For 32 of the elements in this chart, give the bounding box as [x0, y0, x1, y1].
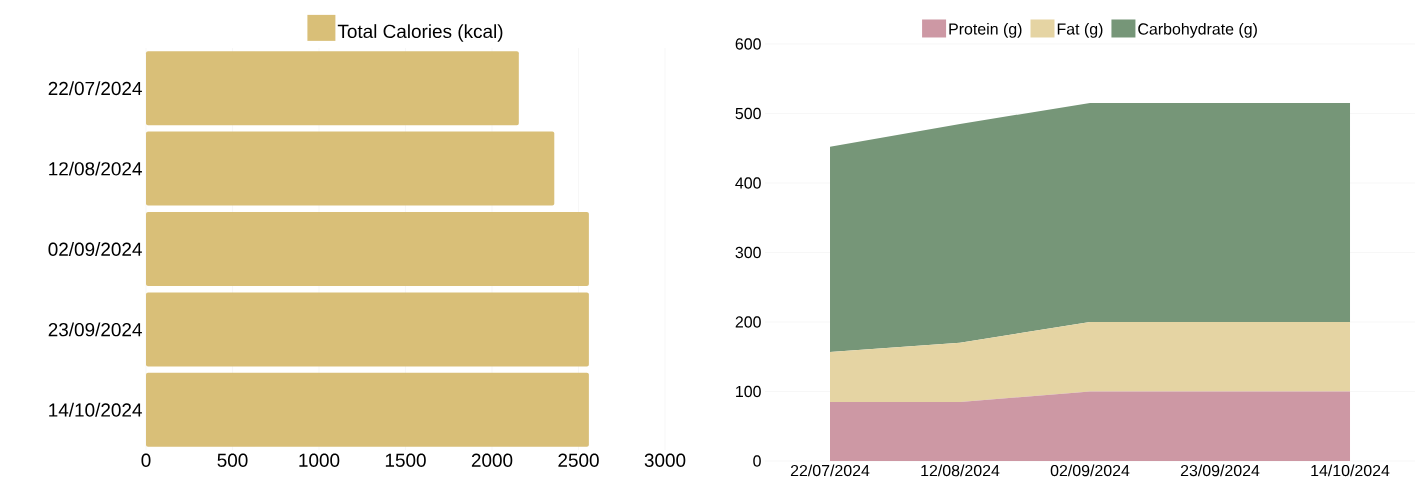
y-tick-label: 300 [735, 246, 761, 259]
y-tick-label: 02/09/2024 [48, 242, 142, 256]
y-tick-label: 200 [735, 316, 761, 328]
x-tick-label: 3000 [644, 453, 686, 467]
x-tick-label: 22/07/2024 [790, 464, 870, 477]
x-tick-label: 12/08/2024 [921, 464, 1000, 477]
y-tick-label: 500 [735, 107, 761, 120]
bar [146, 212, 589, 286]
y-tick-label: 22/07/2024 [48, 81, 142, 96]
y-tick-label: 600 [735, 38, 761, 50]
legend-label: Fat (g) [1057, 22, 1103, 38]
x-tick-label: 0 [141, 453, 151, 467]
y-tick-label: 12/08/2024 [49, 161, 142, 176]
x-tick-label: 23/09/2024 [1180, 464, 1260, 477]
y-tick-label: 400 [735, 177, 761, 189]
x-tick-label: 02/09/2024 [1050, 464, 1130, 477]
x-tick-label: 1500 [385, 453, 426, 467]
x-tick-label: 14/10/2024 [1311, 464, 1390, 477]
y-tick-label: 14/10/2024 [49, 402, 142, 417]
x-tick-label: 2000 [471, 453, 513, 467]
x-tick-label: 1000 [299, 453, 340, 467]
legend-label: Carbohydrate (g) [1138, 22, 1257, 38]
y-tick-label: 23/09/2024 [48, 322, 142, 337]
bar [146, 372, 589, 447]
bar [146, 51, 519, 126]
legend-label: Protein (g) [949, 22, 1022, 38]
bar [146, 131, 555, 206]
bar [146, 292, 589, 367]
legend-label: Total Calories (kcal) [337, 24, 503, 42]
y-tick-label: 100 [736, 385, 761, 398]
x-tick-label: 500 [217, 453, 248, 467]
x-tick-label: 2500 [558, 453, 599, 467]
